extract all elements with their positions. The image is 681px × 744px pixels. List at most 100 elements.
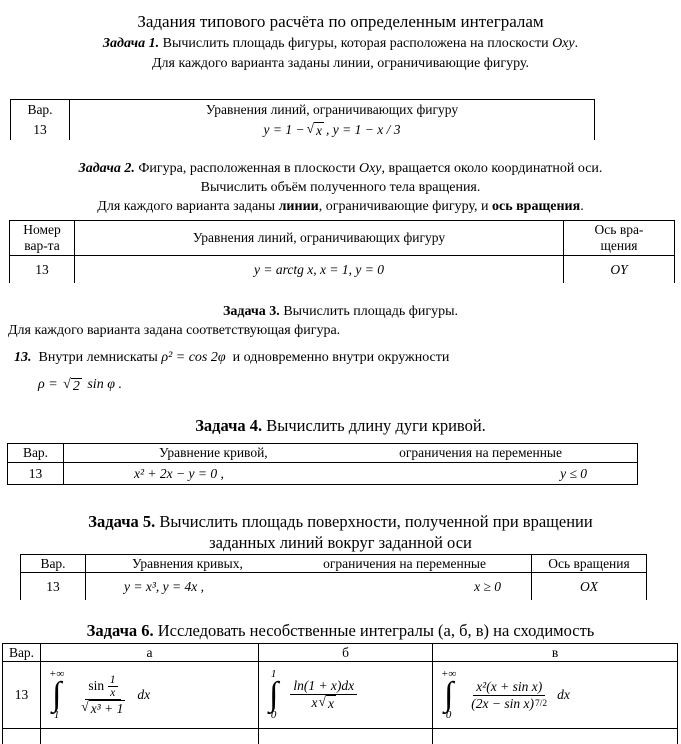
- inner-frac-num: 1: [107, 673, 118, 687]
- task6-label: Задача 6.: [86, 621, 154, 640]
- task2-axis-header-l2: щения: [600, 238, 638, 253]
- integral-lower-limit: 0: [445, 709, 452, 722]
- fraction-denominator: x √ x: [309, 695, 339, 712]
- sqrt-radical: √ x: [306, 120, 325, 139]
- sqrt-sign: √: [81, 698, 89, 714]
- task6-variant: 13: [3, 662, 41, 729]
- sqrt-radical: √ x: [319, 695, 336, 712]
- task5-constraint: x ≥ 0: [474, 578, 501, 594]
- task4-var-header: Вар.: [8, 444, 64, 463]
- task2-line3-end: .: [580, 199, 584, 214]
- integral-upper-limit: +∞: [441, 667, 457, 680]
- sqrt-radical: √ 2: [63, 377, 82, 395]
- integral-sign-group: +∞ ∫ 0: [441, 667, 457, 722]
- task1-eq-header: Уравнения линий, ограничивающих фигуру: [205, 102, 459, 117]
- fraction: sin 1 x √ x³ + 1: [76, 674, 130, 717]
- integral-icon: ∫: [269, 675, 279, 713]
- integral-upper-limit: 1: [270, 667, 277, 680]
- task4-label: Задача 4.: [195, 416, 263, 435]
- task4-constr-header: ограничения на переменные: [399, 445, 562, 460]
- task3-label: Задача 3.: [223, 304, 280, 319]
- sqrt-arg: 2: [70, 378, 82, 394]
- sqrt-sign: √: [306, 120, 315, 136]
- inner-fraction: 1 x: [107, 674, 118, 699]
- task2-line1b: , вращается около координатной оси.: [381, 161, 603, 176]
- sqrt-sign: √: [63, 377, 71, 392]
- task1-label: Задача 1.: [102, 36, 160, 51]
- dx-label: dx: [557, 687, 570, 702]
- sqrt-sign: √: [318, 694, 326, 710]
- task3-heading-rest: Вычислить площадь фигуры.: [283, 304, 458, 319]
- task2-eq-header: Уравнения линий, ограничивающих фигуру: [75, 221, 564, 256]
- den-base: (2x − sin x): [471, 695, 534, 711]
- task6-cut-row-b: [259, 729, 433, 744]
- sin-label: sin: [88, 678, 105, 694]
- task3-circle-pre: ρ =: [38, 377, 58, 392]
- task5-eq-header: Уравнения кривых,: [132, 555, 243, 571]
- task6-col-a-header: а: [41, 644, 259, 662]
- task3-line2: Для каждого варианта задана соответствую…: [8, 323, 341, 338]
- task3-item-pre: Внутри лемнискаты: [38, 350, 158, 365]
- task6-cut-row-var: [3, 729, 41, 744]
- sqrt-arg: x: [314, 121, 325, 138]
- task5-axis: OX: [580, 578, 598, 594]
- task1-heading: Задача 1. Вычислить площадь фигуры, кото…: [0, 36, 681, 52]
- task6-heading: Задача 6. Исследовать несобственные инте…: [0, 621, 681, 641]
- task5-table: Вар. Уравнения кривых, ограничения на пе…: [20, 554, 647, 600]
- task1-table: Вар. Уравнения линий, ограничивающих фиг…: [10, 99, 595, 140]
- task3-circle-eq: ρ = √ 2 sin φ .: [38, 377, 122, 395]
- fraction-denominator: (2x − sin x) 7/2: [468, 696, 550, 712]
- integral-sign-group: +∞ ∫ 1: [49, 668, 64, 722]
- task2-line3: Для каждого варианта заданы линии, огран…: [0, 199, 681, 215]
- task5-label: Задача 5.: [88, 512, 156, 531]
- task4-table: Вар. Уравнение кривой, ограничения на пе…: [7, 443, 638, 485]
- task5-axis-header: Ось вращения: [532, 555, 646, 573]
- task2-axis: OY: [610, 261, 628, 277]
- task2-var-header: Номер вар-та: [10, 221, 75, 256]
- task1-variant: 13: [11, 120, 70, 140]
- task1-plane: Oxy: [552, 36, 575, 51]
- den-pre: x: [311, 695, 318, 711]
- integral-icon: ∫: [51, 675, 62, 713]
- task2-line1a: Фигура, расположенная в плоскости: [138, 161, 356, 176]
- task1-equation: y = 1 − √ x , y = 1 − x / 3: [70, 120, 594, 140]
- inner-frac-den: x: [110, 686, 116, 699]
- task2-axis-header: Ось вра- щения: [564, 221, 674, 256]
- task4-constraint: y ≤ 0: [560, 465, 587, 481]
- task6-col-c-header: в: [433, 644, 677, 662]
- task5-header-row: Уравнения кривых, ограничения на перемен…: [86, 555, 532, 573]
- task3-item: 13. Внутри лемнискаты ρ² = cos 2φ и одно…: [14, 350, 449, 366]
- task3-circle-post: sin φ .: [87, 377, 122, 392]
- integral-lower-limit: 0: [270, 709, 277, 722]
- task1-period: .: [574, 36, 579, 51]
- task3-heading: Задача 3. Вычислить площадь фигуры.: [0, 304, 681, 320]
- task2-axis-header-l1: Ось вра-: [594, 221, 644, 237]
- task6-integral-c: +∞ ∫ 0 x²(x + sin x) (2x − sin x) 7/2 dx: [433, 662, 677, 729]
- task5-variant: 13: [21, 573, 86, 600]
- task1-subheading: Для каждого варианта заданы линии, огран…: [151, 56, 530, 71]
- task1-eq-pre: y = 1 −: [263, 122, 305, 137]
- task2-equations: y = arctg x, x = 1, y = 0: [75, 256, 564, 283]
- task5-heading-l2: заданных линий вокруг заданной оси: [209, 533, 472, 552]
- sqrt-radical: √ x³ + 1: [81, 698, 126, 717]
- task2-label: Задача 2.: [78, 161, 135, 176]
- fraction: x²(x + sin x) (2x − sin x) 7/2: [468, 679, 550, 712]
- task6-integral-a: +∞ ∫ 1 sin 1 x √ x³ + 1 dx: [41, 662, 259, 729]
- task1-var-header: Вар.: [11, 100, 70, 120]
- task4-eq-header: Уравнение кривой,: [159, 445, 268, 460]
- page-title: Задания типового расчёта по определенным…: [137, 12, 544, 31]
- task4-variant: 13: [8, 463, 64, 484]
- task6-var-header: Вар.: [3, 644, 41, 662]
- dx-label: dx: [137, 687, 151, 702]
- task5-constr-header: ограничения на переменные: [323, 555, 486, 571]
- task4-data-row: x² + 2x − y = 0 , y ≤ 0: [64, 463, 637, 484]
- task1-eq-post: , y = 1 − x / 3: [326, 122, 401, 137]
- task3-item-no: 13.: [14, 350, 32, 365]
- integral-sign-group: 1 ∫ 0: [269, 667, 279, 722]
- task2-heading: Задача 2. Фигура, расположенная в плоско…: [0, 161, 681, 177]
- task2-line3-mid: , ограничивающие фигуру, и: [318, 199, 489, 214]
- task3-item-post: и одновременно внутри окружности: [232, 350, 450, 365]
- task6-integral-b: 1 ∫ 0 ln(1 + x)dx x √ x: [259, 662, 433, 729]
- task2-line3-pre: Для каждого варианта заданы: [97, 199, 276, 214]
